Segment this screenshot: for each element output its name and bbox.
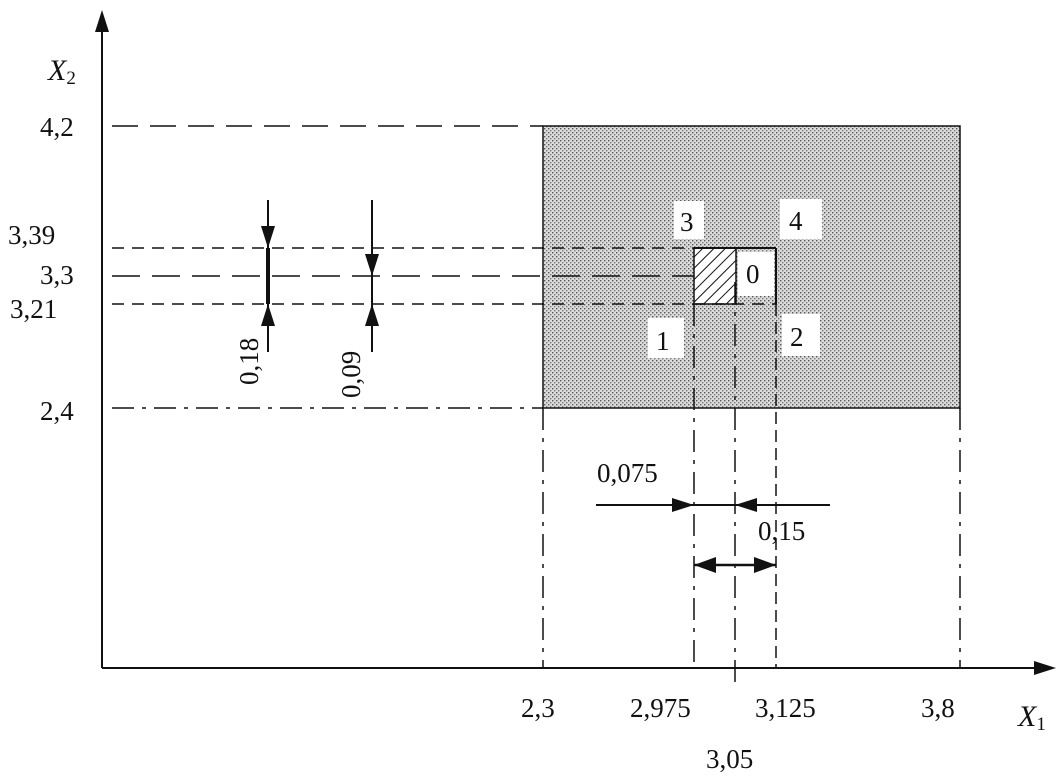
point-label-4: 4 (789, 206, 803, 236)
dim-0075-label: 0,075 (597, 458, 658, 488)
dim-0075-arrow (672, 498, 694, 512)
point-label-3: 3 (680, 207, 694, 237)
label-bg-1 (648, 318, 684, 358)
x-axis-name: X1 (1017, 700, 1046, 735)
point-label-2: 2 (790, 322, 804, 352)
label-bg-0 (738, 252, 774, 296)
dim-018-label: 0,18 (234, 338, 264, 385)
x-tick-3-05: 3,05 (706, 744, 753, 774)
hatched-experiment-region (693, 247, 737, 305)
x-tick-2-3: 2,3 (521, 693, 555, 723)
y-tick-4-2: 4,2 (40, 112, 74, 142)
dim-015-label: 0,15 (758, 516, 805, 546)
y-axis-arrow (95, 10, 109, 32)
x-tick-3-125: 3,125 (755, 693, 816, 723)
y-tick-3-39: 3,39 (8, 220, 55, 250)
x-tick-2-975: 2,975 (630, 693, 691, 723)
dim-009-arrow-down (365, 254, 379, 276)
point-label-0: 0 (746, 259, 760, 289)
dim-018-arrow-down (261, 226, 275, 248)
dim-015-arrow-left (694, 557, 716, 573)
x-tick-3-8: 3,8 (921, 693, 955, 723)
y-tick-3-21: 3,21 (10, 294, 57, 324)
point-label-1: 1 (656, 326, 670, 356)
label-bg-4 (780, 199, 822, 239)
dim-018-arrow-up (261, 304, 275, 326)
label-bg-2 (782, 314, 820, 356)
dim-009-label: 0,09 (336, 351, 366, 398)
dim-015-arrow-right (754, 557, 776, 573)
dim-0075-arrow-left (735, 498, 757, 512)
label-bg-3 (674, 201, 704, 239)
y-axis-name: X2 (47, 54, 76, 89)
dim-009-arrow-up (365, 304, 379, 326)
y-tick-3-3: 3,3 (40, 260, 74, 290)
x-axis-arrow (1034, 661, 1056, 675)
y-tick-2-4: 2,4 (40, 396, 74, 426)
